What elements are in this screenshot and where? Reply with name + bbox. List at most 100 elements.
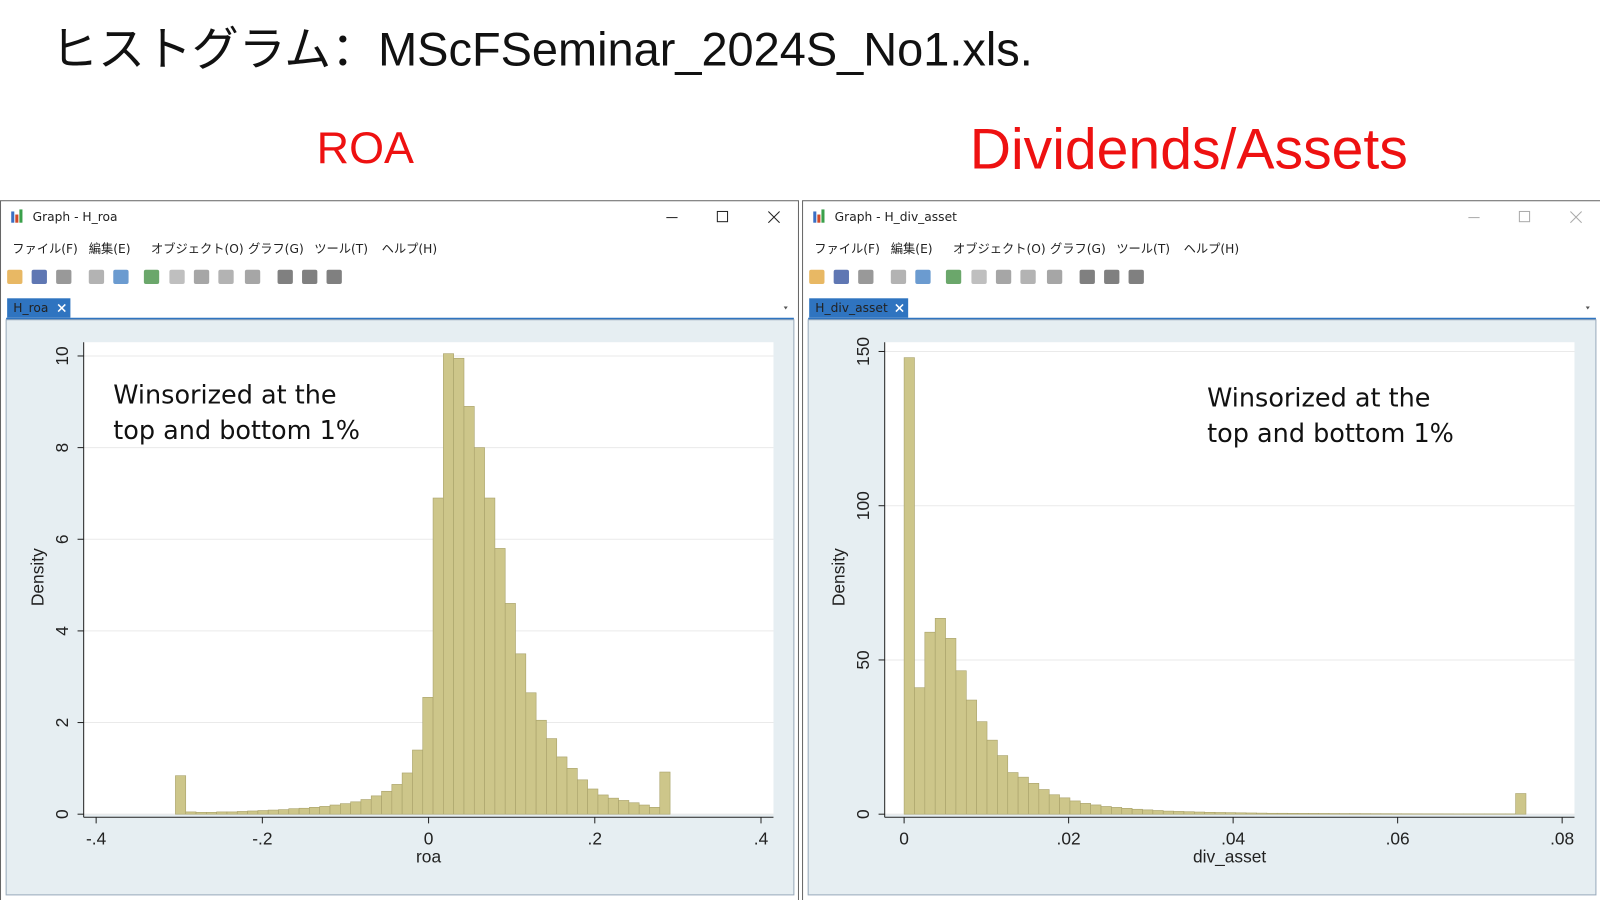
menu-item[interactable]: ツール(T) xyxy=(1116,242,1170,256)
y-tick-label: 100 xyxy=(853,491,873,520)
histogram-bar xyxy=(597,794,609,815)
tab-menu[interactable] xyxy=(783,306,788,310)
toolbar-button[interactable] xyxy=(31,269,47,284)
toolbar-button[interactable] xyxy=(833,269,849,284)
toolbar-button[interactable] xyxy=(1020,269,1036,284)
menu-item[interactable]: 編集(E) xyxy=(89,241,131,256)
histogram-bar xyxy=(185,811,197,815)
toolbar-button[interactable] xyxy=(7,269,23,284)
toolbar-button[interactable] xyxy=(1046,269,1063,284)
histogram-bar xyxy=(1090,804,1102,815)
histogram-bar xyxy=(267,809,279,815)
histogram-bar xyxy=(607,797,619,815)
histogram-bar xyxy=(577,779,588,815)
toolbar-button[interactable] xyxy=(890,269,907,284)
histogram-bar xyxy=(340,803,351,815)
histogram-bar xyxy=(226,811,238,815)
menu-item[interactable]: ヘルプ(H) xyxy=(1184,242,1239,256)
toolbar-button[interactable] xyxy=(326,269,342,284)
window-title: Graph - H_roa xyxy=(33,210,118,224)
histogram-bar xyxy=(1193,811,1205,815)
menu-item[interactable]: ファイル(F) xyxy=(12,242,78,256)
tab-menu[interactable] xyxy=(1585,306,1590,310)
histogram-bar xyxy=(1515,793,1527,815)
histogram-bar xyxy=(494,548,506,815)
histogram-bar xyxy=(309,807,321,815)
menu-item[interactable]: ツール(T) xyxy=(314,242,368,256)
toolbar-button[interactable] xyxy=(56,269,72,284)
close-button[interactable] xyxy=(768,211,780,224)
annotation: Winsorized at the xyxy=(113,380,336,410)
y-tick-label: 10 xyxy=(52,346,72,365)
histogram-bar xyxy=(1349,813,1361,815)
histogram-bar xyxy=(1214,812,1226,815)
toolbar-button[interactable] xyxy=(1128,269,1144,284)
histogram-bar xyxy=(1048,794,1060,815)
histogram-bar xyxy=(216,811,228,815)
histogram-bar xyxy=(473,447,485,815)
histogram-bar xyxy=(391,784,403,815)
x-axis-label: div_asset xyxy=(1193,847,1266,867)
y-tick-label: 8 xyxy=(52,443,72,453)
menu-item[interactable]: 編集(E) xyxy=(891,241,933,256)
tab-close[interactable] xyxy=(57,303,66,313)
histogram-bar xyxy=(638,804,650,815)
toolbar-button[interactable] xyxy=(113,269,129,284)
histogram-bar xyxy=(924,631,936,815)
histogram-bar xyxy=(1121,808,1133,815)
histogram-bar xyxy=(955,670,967,815)
close-button[interactable] xyxy=(1570,211,1582,224)
maximize-button[interactable] xyxy=(1518,210,1531,223)
y-tick-label: 0 xyxy=(853,809,873,819)
toolbar-button[interactable] xyxy=(995,269,1012,284)
tab[interactable] xyxy=(809,298,909,318)
tab-close[interactable] xyxy=(895,303,904,313)
toolbar-button[interactable] xyxy=(169,269,185,284)
y-tick-label: 50 xyxy=(853,650,873,669)
histogram-bar xyxy=(1235,812,1247,815)
toolbar-button[interactable] xyxy=(1079,269,1095,284)
annotation: top and bottom 1% xyxy=(1207,419,1454,449)
menu-item[interactable]: オブジェクト(O) xyxy=(151,241,244,256)
histogram-bar xyxy=(288,808,300,815)
histogram-bar xyxy=(1069,800,1081,815)
app-icon xyxy=(813,211,817,223)
histogram-bar xyxy=(965,699,977,815)
menu-item[interactable]: グラフ(G) xyxy=(1050,242,1106,256)
menu-item[interactable]: ファイル(F) xyxy=(814,242,880,256)
window-title: Graph - H_div_asset xyxy=(835,210,957,224)
toolbar-button[interactable] xyxy=(809,269,825,284)
histogram-bar xyxy=(997,755,1009,815)
toolbar-button[interactable] xyxy=(193,269,210,284)
y-tick-label: 0 xyxy=(52,809,72,819)
toolbar-button[interactable] xyxy=(244,269,261,284)
toolbar-button[interactable] xyxy=(218,269,234,284)
toolbar-button[interactable] xyxy=(277,269,293,284)
histogram-bar xyxy=(1079,803,1091,815)
menu-item[interactable]: グラフ(G) xyxy=(248,242,304,256)
toolbar-button[interactable] xyxy=(945,269,962,284)
toolbar-button[interactable] xyxy=(1104,269,1120,284)
histogram-bar xyxy=(525,692,537,815)
toolbar-button[interactable] xyxy=(88,269,105,284)
toolbar-button[interactable] xyxy=(971,269,987,284)
app-icon xyxy=(11,211,15,223)
maximize-button[interactable] xyxy=(716,210,729,223)
histogram-bar xyxy=(1328,813,1340,815)
toolbar-button[interactable] xyxy=(302,269,318,284)
histogram-bar xyxy=(463,406,475,815)
menu-item[interactable]: ヘルプ(H) xyxy=(382,242,437,256)
toolbar-button[interactable] xyxy=(143,269,160,284)
toolbar-button[interactable] xyxy=(915,269,931,284)
toolbar-button[interactable] xyxy=(858,269,874,284)
y-axis-label: Density xyxy=(828,548,848,606)
histogram-bar xyxy=(1100,806,1112,815)
histogram-bar xyxy=(1131,808,1143,815)
histogram-bar xyxy=(1359,813,1371,815)
histogram-bar xyxy=(195,812,207,815)
x-tick-label: -.4 xyxy=(86,828,107,848)
x-tick-label: .04 xyxy=(1221,828,1245,848)
menu-item[interactable]: オブジェクト(O) xyxy=(953,241,1046,256)
histogram-bar xyxy=(1183,811,1195,815)
tab[interactable] xyxy=(7,298,71,318)
